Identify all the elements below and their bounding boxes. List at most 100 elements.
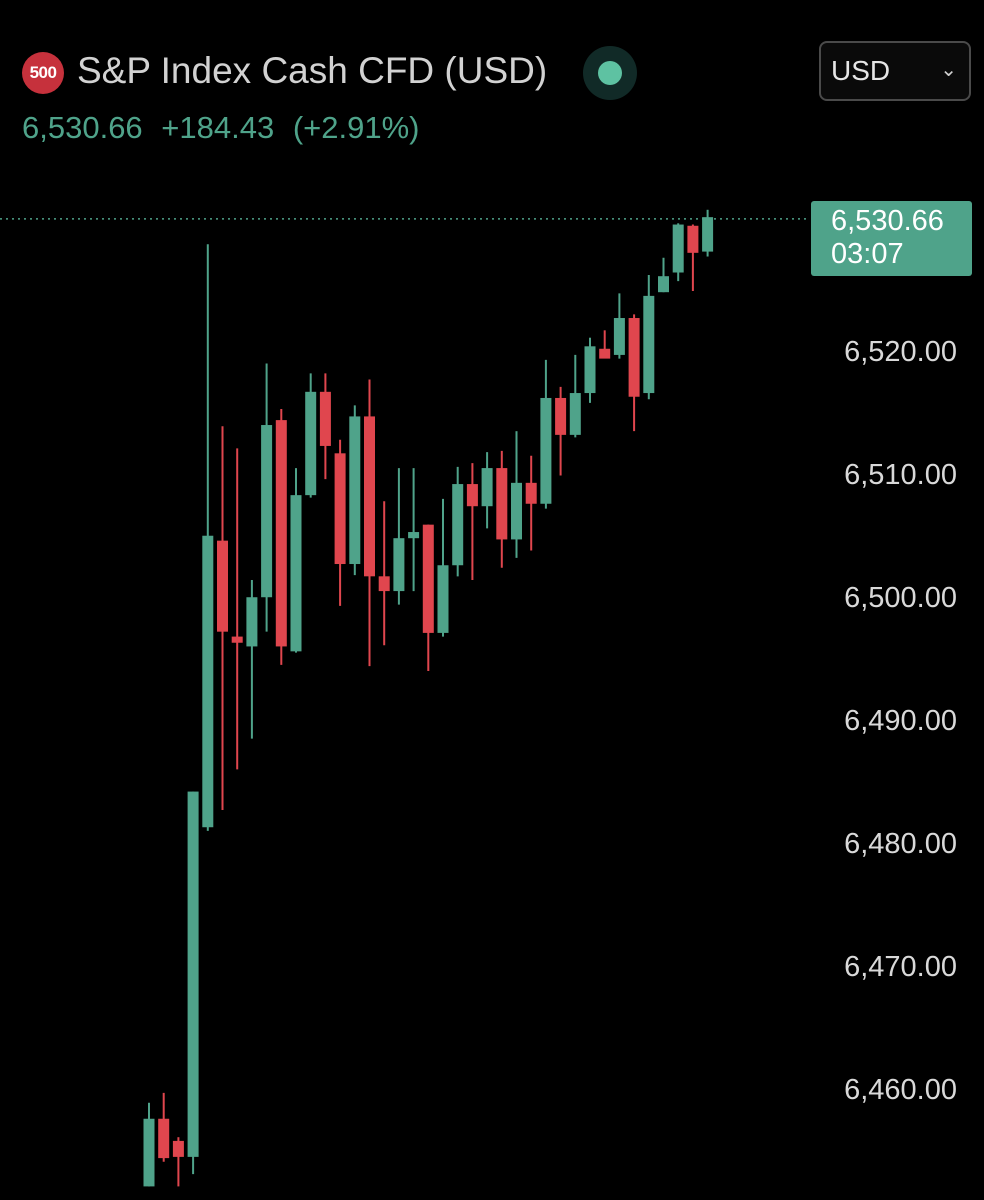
candle <box>584 337 596 403</box>
candle <box>290 468 302 653</box>
candle-body <box>672 224 684 273</box>
candle-body <box>628 318 640 397</box>
candles-group <box>143 209 714 1187</box>
candle-body <box>261 425 273 598</box>
candle-body <box>687 225 699 253</box>
price-axis-label: 6,470.00 <box>844 951 957 983</box>
candle <box>319 373 331 480</box>
candle-body <box>172 1140 184 1157</box>
candle-body <box>702 217 714 252</box>
candle <box>555 386 567 476</box>
candle <box>511 431 522 558</box>
candle <box>158 1092 170 1162</box>
candle <box>628 314 640 432</box>
candle-body <box>466 484 478 507</box>
candle <box>569 354 581 438</box>
candle-body <box>408 532 420 539</box>
candle <box>261 363 273 632</box>
candle <box>187 791 199 1175</box>
candle-body <box>496 468 508 540</box>
candle-body <box>217 540 228 632</box>
candle-body <box>349 416 361 565</box>
candle <box>672 223 684 282</box>
price-change-percent: (+2.91%) <box>292 110 420 145</box>
candle-body <box>187 791 199 1157</box>
candle-body <box>143 1118 155 1187</box>
price-axis-label: 6,490.00 <box>844 705 957 737</box>
candle <box>334 439 346 606</box>
candle <box>525 455 537 551</box>
candle <box>275 409 287 665</box>
candle-body <box>511 482 522 540</box>
currency-dropdown[interactable]: USD ⌄ <box>819 41 971 101</box>
price-axis-label: 6,520.00 <box>844 336 957 368</box>
candle-body <box>437 565 449 633</box>
candle-body <box>290 495 302 652</box>
candle <box>349 405 361 576</box>
candle-body <box>202 535 214 828</box>
candle-body <box>540 397 552 504</box>
candle <box>658 257 669 293</box>
candle <box>540 359 552 509</box>
market-status-indicator <box>583 46 637 100</box>
candle <box>702 209 714 257</box>
candle-body <box>658 276 669 293</box>
candle-body <box>555 397 567 435</box>
candle-body <box>452 484 464 566</box>
candle <box>217 426 228 811</box>
candle-body <box>364 416 375 577</box>
price-axis-label: 6,500.00 <box>844 582 957 614</box>
candle <box>202 244 214 831</box>
candle <box>599 330 611 359</box>
price-axis-label: 6,510.00 <box>844 459 957 491</box>
candle <box>408 468 420 592</box>
candle <box>481 452 493 529</box>
candle <box>452 466 464 577</box>
chart-header: 500 S&P Index Cash CFD (USD) 6,530.66 +1… <box>0 0 984 160</box>
chevron-down-icon: ⌄ <box>940 59 957 81</box>
candle-body <box>525 482 537 504</box>
candle <box>231 448 243 770</box>
last-price-tag-value: 6,530.66 <box>831 205 944 237</box>
last-price: 6,530.66 <box>22 110 143 145</box>
candle <box>422 524 434 672</box>
candle <box>466 463 478 581</box>
candle <box>643 274 655 400</box>
candle-body <box>643 295 655 394</box>
candle <box>437 498 449 637</box>
candle-body <box>378 576 390 592</box>
candle-body <box>481 468 493 507</box>
candle-body <box>393 538 405 592</box>
quote-line: 6,530.66 +184.43 (+2.91%) <box>22 110 430 146</box>
candle-body <box>613 318 625 355</box>
candle-body <box>599 348 611 359</box>
candle-body <box>305 391 317 496</box>
candle-body <box>422 524 434 633</box>
price-change: +184.43 <box>161 110 275 145</box>
candle-body <box>275 420 287 647</box>
candle <box>378 501 390 646</box>
candle-body <box>569 393 581 435</box>
bar-countdown: 03:07 <box>831 238 904 270</box>
candle-body <box>584 346 596 394</box>
price-axis-label: 6,480.00 <box>844 828 957 860</box>
currency-value: USD <box>831 55 891 86</box>
candle <box>364 379 375 667</box>
symbol-title[interactable]: S&P Index Cash CFD (USD) <box>77 50 548 91</box>
candle <box>496 450 508 568</box>
candle <box>687 224 699 291</box>
price-axis[interactable]: 6,520.00 6,510.00 6,500.00 6,490.00 6,480.00… <box>844 336 957 1106</box>
candle-body <box>334 453 346 565</box>
candle <box>143 1102 155 1187</box>
candle <box>305 373 317 498</box>
candle <box>613 293 625 359</box>
candle-body <box>158 1118 170 1159</box>
symbol-logo: 500 <box>22 52 64 94</box>
candle-body <box>246 597 258 647</box>
candle-body <box>231 636 243 643</box>
candle-body <box>319 391 331 446</box>
candle <box>172 1137 184 1187</box>
candle <box>393 468 405 605</box>
price-axis-label: 6,460.00 <box>844 1074 957 1106</box>
